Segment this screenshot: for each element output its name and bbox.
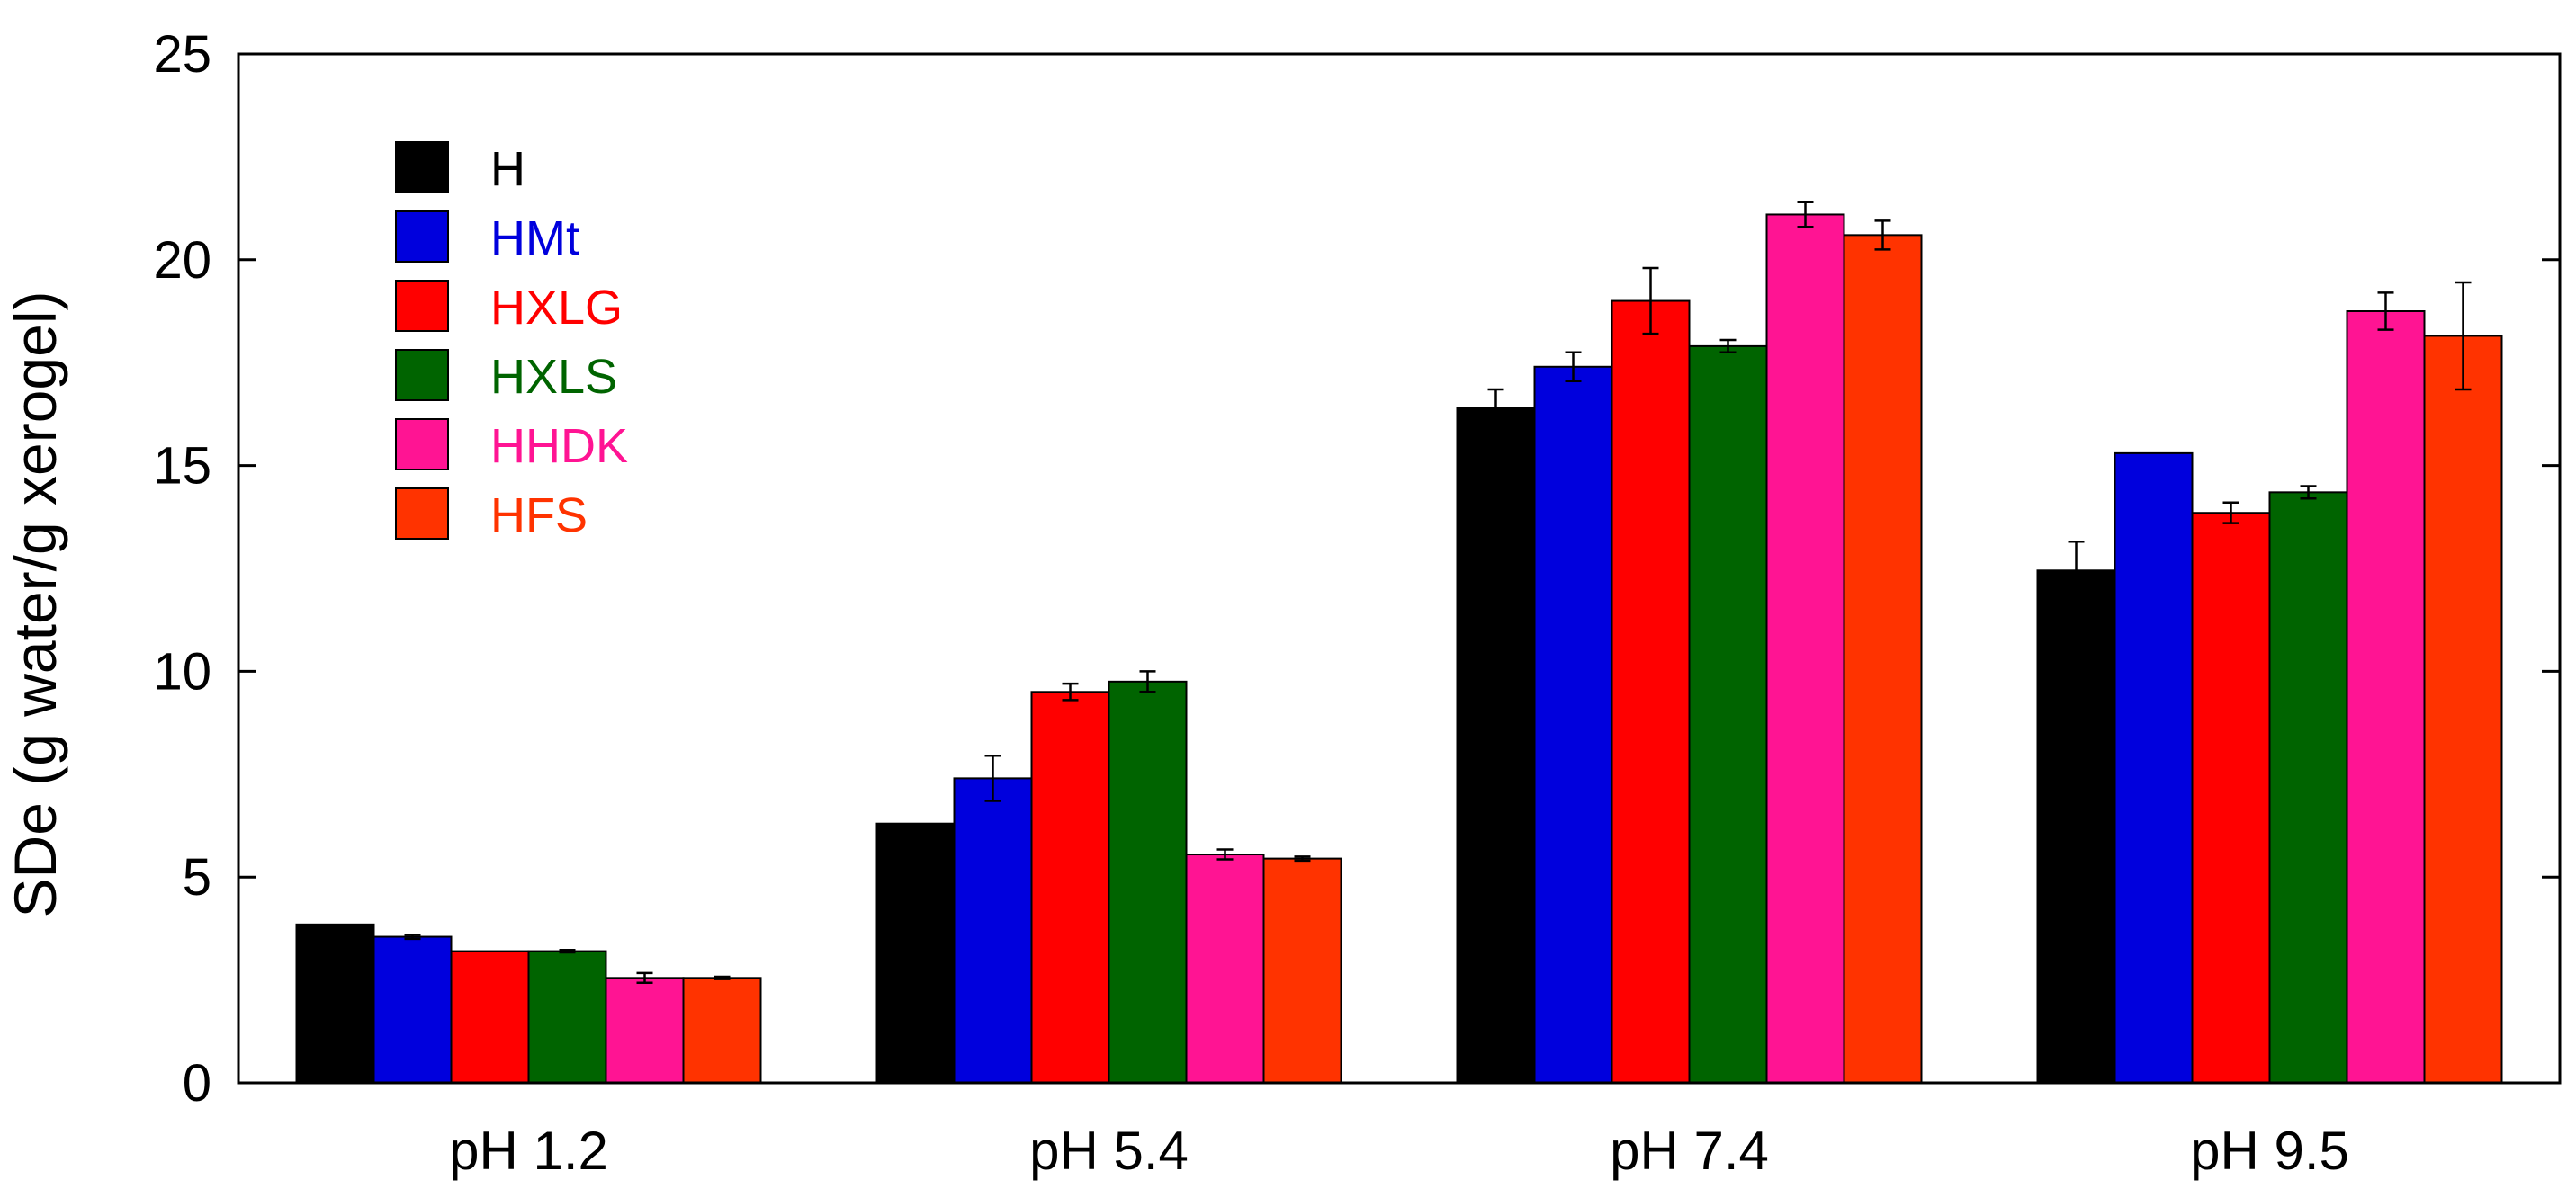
error-bar xyxy=(984,754,1001,802)
legend-label: HXLS xyxy=(490,350,617,404)
legend-label: HMt xyxy=(490,211,579,265)
y-tick-label: 15 xyxy=(153,437,211,496)
y-tick-label: 25 xyxy=(153,25,211,84)
legend-label: HHDK xyxy=(490,419,628,473)
bar-hxls-3 xyxy=(1688,344,1768,1084)
legend-swatch xyxy=(395,487,449,540)
bar-hmt-4 xyxy=(2114,451,2194,1084)
legend: H HMt HXLG HXLS HHDK HFS xyxy=(395,141,628,542)
legend-label: HXLG xyxy=(490,281,623,335)
bar-hfs-2 xyxy=(1262,857,1342,1084)
plot-frame xyxy=(237,52,2562,1085)
bar-hfs-3 xyxy=(1843,234,1923,1084)
y-axis-label: SDe (g water/g xerogel) xyxy=(2,291,68,918)
error-bar xyxy=(1487,388,1504,428)
legend-swatch xyxy=(395,280,449,332)
error-bar xyxy=(2455,281,2472,391)
legend-label: H xyxy=(490,142,525,196)
bar-hhdk-2 xyxy=(1185,854,1265,1084)
x-category-label: pH 5.4 xyxy=(1029,1121,1189,1181)
error-bar xyxy=(2068,541,2085,601)
bar-hxls-4 xyxy=(2268,491,2348,1084)
bar-h-4 xyxy=(2036,569,2116,1084)
error-bar xyxy=(1874,219,1891,251)
legend-item-hfs: HFS xyxy=(395,487,588,542)
bar-hxlg-4 xyxy=(2191,512,2271,1084)
bar-h-1 xyxy=(295,923,375,1084)
bar-hmt-1 xyxy=(372,935,453,1084)
legend-swatch xyxy=(395,349,449,401)
legend-swatch xyxy=(395,210,449,263)
y-tick-label: 20 xyxy=(153,231,211,290)
error-bars-layer xyxy=(404,201,2472,985)
bar-hmt-2 xyxy=(953,777,1033,1084)
x-axis: pH 1.2 pH 5.4 pH 7.4 pH 9.5 xyxy=(449,1121,2349,1181)
bar-hmt-3 xyxy=(1533,365,1613,1084)
error-bar xyxy=(1719,338,1737,354)
error-bar xyxy=(2377,291,2394,331)
bar-hxlg-3 xyxy=(1611,300,1691,1084)
bar-h-3 xyxy=(1456,407,1536,1084)
error-bar xyxy=(2300,485,2317,500)
error-bar xyxy=(559,948,576,954)
y-tick-label: 0 xyxy=(183,1054,211,1113)
bar-hxls-1 xyxy=(527,950,607,1084)
legend-label: HFS xyxy=(490,488,588,542)
bar-hxls-2 xyxy=(1108,680,1188,1085)
error-bar xyxy=(1294,855,1311,863)
bar-h-2 xyxy=(875,822,956,1084)
legend-item-hhdk: HHDK xyxy=(395,418,628,473)
bar-hxlg-1 xyxy=(450,950,530,1084)
error-bar xyxy=(1797,201,1814,228)
y-axis: 0 5 10 15 20 25 xyxy=(153,25,2560,1113)
x-category-label: pH 7.4 xyxy=(1610,1121,1769,1181)
legend-item-h: H xyxy=(395,141,525,196)
legend-swatch xyxy=(395,418,449,470)
error-bar xyxy=(1139,670,1156,693)
error-bar xyxy=(1216,848,1234,861)
bars-layer xyxy=(295,213,2503,1085)
legend-item-hxlg: HXLG xyxy=(395,280,623,335)
x-category-label: pH 9.5 xyxy=(2190,1121,2349,1181)
error-bar xyxy=(636,971,653,985)
y-tick-label: 10 xyxy=(153,642,211,701)
error-bar xyxy=(1565,351,1582,383)
error-bar xyxy=(1062,682,1079,702)
x-category-label: pH 1.2 xyxy=(449,1121,608,1181)
error-bar xyxy=(2222,501,2239,524)
bar-hfs-4 xyxy=(2423,335,2503,1084)
bar-hfs-1 xyxy=(682,977,762,1085)
bar-hxlg-2 xyxy=(1030,691,1110,1085)
y-tick-label: 5 xyxy=(183,848,211,907)
error-bar xyxy=(1642,266,1659,335)
error-bar xyxy=(404,934,421,941)
bar-hhdk-4 xyxy=(2346,310,2426,1084)
error-bar xyxy=(714,975,731,980)
legend-item-hxls: HXLS xyxy=(395,349,617,404)
bar-hhdk-1 xyxy=(605,977,685,1085)
bar-hhdk-3 xyxy=(1765,213,1845,1085)
legend-swatch xyxy=(395,141,449,193)
legend-item-hmt: HMt xyxy=(395,210,579,265)
